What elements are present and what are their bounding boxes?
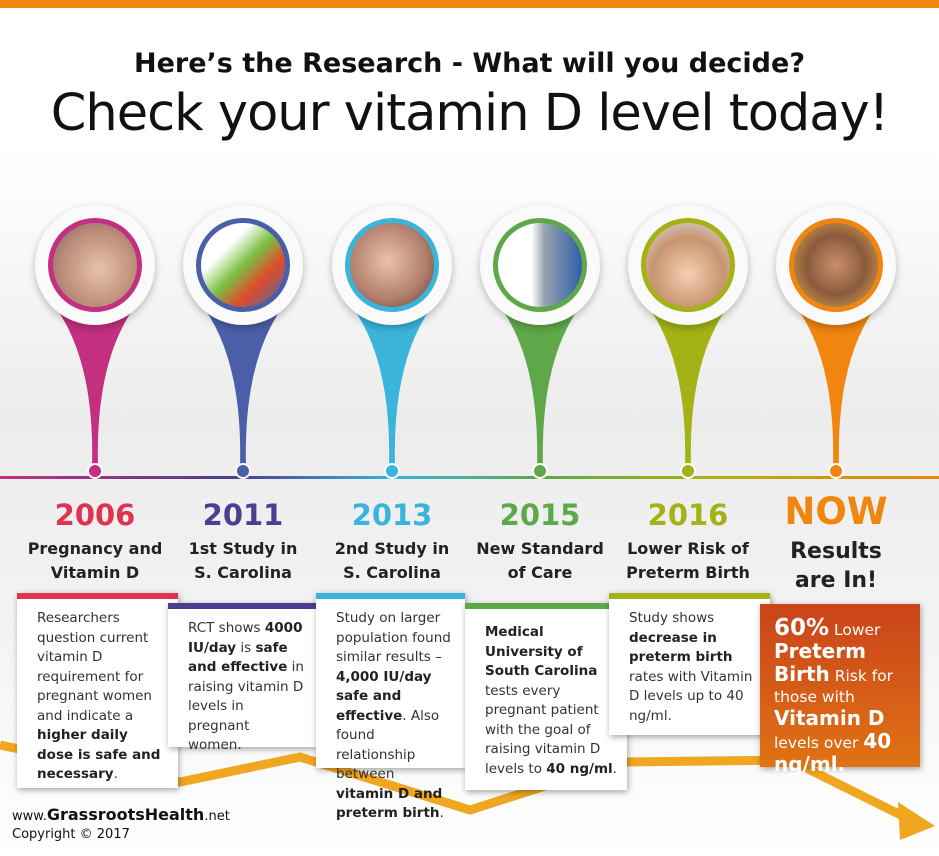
timeline-axis [0,476,939,479]
body-text: RCT shows [188,620,265,636]
title-line: S. Carolina [194,563,292,582]
footer-www: www. [12,809,47,824]
year-label: 2015 [499,498,581,532]
timeline-pin-2011 [178,205,308,495]
bold-text: Vitamin D [774,706,885,730]
bold-text: Preterm Birth [774,639,866,686]
body-text: Researchers question current vitamin D r… [37,610,152,724]
arrow-head-icon [898,802,935,840]
body-text: rates with Vitamin D levels up to 40 ng/… [629,668,753,724]
pin-ring [183,205,303,325]
title-line: are In! [794,568,878,593]
timeline-pin-2006 [30,205,160,495]
body-text: Lower [829,621,881,639]
title-line: Lower Risk of [627,539,749,558]
pin-ring [776,205,896,325]
growth-chart-photo [196,218,290,312]
copyright: Copyright © 2017 [12,827,130,842]
pin-drop-shape [347,300,437,479]
pin-ring [35,205,155,325]
pin-drop-shape [643,300,733,479]
title-line: of Care [507,563,573,582]
headline: Here’s the Research - What will you deci… [134,48,805,79]
bold-text: 60% [774,615,830,641]
milestone-description-box: Study shows decrease in preterm birth ra… [609,593,770,735]
body-text: is [236,639,256,656]
body-text: . [439,805,444,821]
pin-ring [628,205,748,325]
footer: www.GrassrootsHealth.net Copyright © 201… [12,806,230,844]
pin-drop-shape [791,300,881,479]
pin-ring [480,205,600,325]
body-text: levels over [774,734,864,752]
title-line: New Standard [476,539,604,558]
pin-drop-shape [495,300,585,479]
main-title: Check your vitamin D level today! [50,84,889,143]
milestone-description-box: RCT shows 4000 IU/day is safe and effect… [168,603,316,753]
title-line: Vitamin D [50,563,140,582]
title-line: 1st Study in [188,539,298,558]
milestone-description-box: Medical University of South Carolina tes… [465,603,627,790]
body-text: . [612,760,617,777]
milestone-description-box: Researchers question current vitamin D r… [17,593,178,788]
year-label: 2013 [351,498,433,532]
body-text: tests every pregnant patient with the go… [485,682,601,777]
body-text: in raising vitamin D levels in pregnant … [188,659,304,753]
babies-photo [641,218,735,312]
title-line: Preterm Birth [626,563,750,582]
timeline-pin-NOW [771,205,901,495]
title-line: Results [790,539,882,564]
timeline-pin-2013 [327,205,457,495]
bold-text: 4,000 IU/day safe and effective [336,668,432,724]
pin-drop-shape [198,300,288,479]
title-line: S. Carolina [343,563,441,582]
pregnant-belly-photo [48,218,142,312]
bold-text: higher daily dose is safe and necessary [37,727,161,782]
year-label: NOW [784,490,888,533]
body-text: . [113,766,118,782]
milestone-description-box: Study on larger population found similar… [316,593,465,821]
footer-tld: .net [204,809,230,824]
bold-text: 40 ng/ml. [774,729,892,776]
bold-text: safe and effective [188,639,288,676]
footer-brand[interactable]: GrassrootsHealth [46,805,205,824]
timeline-pin-2016 [623,205,753,495]
body-text: Study shows [629,610,715,626]
smiling-girls-photo [789,218,883,312]
bold-text: Medical University of South Carolina [485,624,598,679]
milestone-title: New Standard of Care [465,537,615,585]
milestone-title: 2nd Study in S. Carolina [317,537,467,585]
milestone-title: Lower Risk of Preterm Birth [613,537,763,585]
bold-text: decrease in preterm birth [629,629,733,666]
result-highlight-box: 60% Lower Preterm Birth Risk for those w… [760,604,920,775]
year-label: 2011 [202,498,284,532]
milestone-title: 1st Study in S. Carolina [168,537,318,585]
pin-drop-shape [50,300,140,479]
doctor-stethoscope-photo [493,218,587,312]
bold-text: 4000 IU/day [188,620,303,656]
body-text: . Also found relationship between [336,707,440,783]
child-face-photo [345,218,439,312]
year-label: 2006 [54,498,136,532]
title-line: Pregnancy and [27,539,163,558]
body-text: Study on larger population found similar… [336,610,451,665]
milestone-title: Pregnancy and Vitamin D [20,537,170,585]
milestone-title: Results are In! [761,537,911,595]
title-line: 2nd Study in [334,539,450,558]
timeline-pin-2015 [475,205,605,495]
top-accent-bar [0,0,939,8]
body-text: Risk for those with [774,667,894,706]
bold-text: vitamin D and preterm birth [336,785,443,822]
year-label: 2016 [647,498,729,532]
pin-ring [332,205,452,325]
bold-text: 40 ng/ml [546,760,613,777]
